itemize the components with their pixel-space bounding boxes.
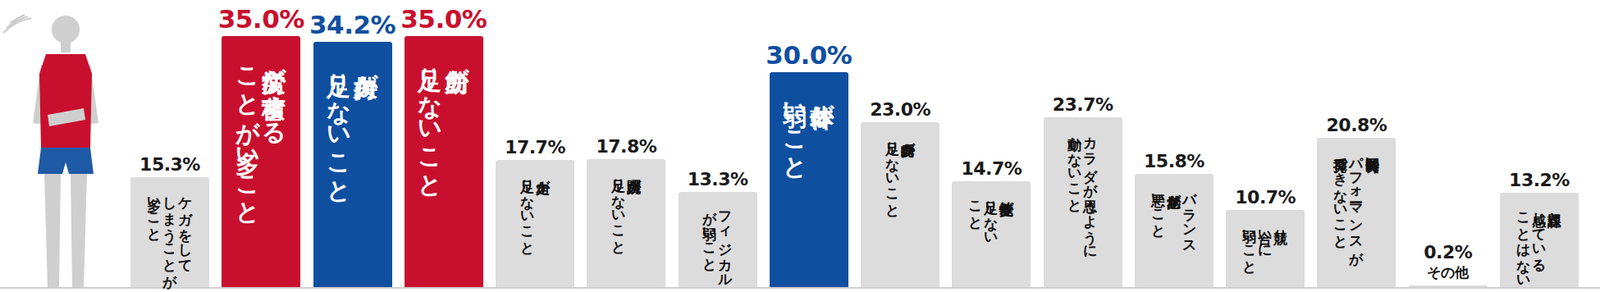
category-label: バランス 感覚が 悪いこと	[1150, 183, 1198, 247]
category-label: フィジカル が弱いこと	[702, 201, 734, 281]
head	[51, 15, 80, 44]
swoosh	[3, 14, 32, 33]
category-label: 長時間良い パフォーマンスが 発揮できないこと	[1333, 147, 1381, 258]
category-label: 課題と 感じている ことはない	[1515, 202, 1563, 281]
arms-front	[47, 108, 86, 127]
data-label: 17.8%	[595, 136, 657, 157]
data-label: 20.8%	[1326, 114, 1388, 136]
data-label: 10.7%	[1234, 187, 1296, 208]
data-label: 23.7%	[1052, 94, 1114, 115]
category-label: その他	[1426, 265, 1469, 281]
category-label: 競り 合いに 弱いこと	[1242, 219, 1290, 267]
shirt	[39, 54, 92, 148]
category-label: 跳躍力が 足りないこと	[610, 169, 642, 247]
data-label: 13.3%	[687, 169, 749, 190]
category-label: 筋力が 足りないこと	[416, 50, 471, 187]
category-label: 持久力が 足りないこと	[325, 56, 380, 192]
neck	[60, 41, 71, 53]
chart-root: ケガをして しまうことが 多いこと 15.3% 疲労が蓄積する ことが多いこと 35.…	[0, 0, 1600, 292]
data-label: 17.7%	[504, 137, 566, 158]
data-label: 13.2%	[1508, 169, 1570, 191]
athlete-figure	[0, 0, 115, 292]
category-label: ケガをして しまうことが 多いこと	[146, 187, 193, 281]
category-label: 疲労が蓄積する ことが多いこと	[234, 50, 288, 214]
data-label: 30.0%	[765, 40, 852, 70]
legs	[44, 173, 87, 289]
data-label: 34.2%	[309, 9, 396, 40]
category-label: カラダが思うように 動かないこと	[1067, 127, 1099, 252]
data-label: 35.0%	[400, 4, 487, 34]
category-label: 瞬発力が 足りないこと	[884, 132, 916, 211]
data-label: 14.7%	[960, 158, 1022, 179]
category-label: 体幹が 弱いこと	[781, 86, 836, 169]
category-label: 走力が 足りないこと	[519, 169, 551, 248]
data-label: 35.0%	[218, 4, 305, 34]
shorts	[37, 147, 94, 174]
category-label: 敏捷性が 足りない こと	[968, 191, 1015, 238]
data-label: 15.8%	[1143, 150, 1205, 172]
data-label: 15.3%	[139, 154, 201, 175]
data-label: 0.2%	[1423, 242, 1472, 263]
data-label: 23.0%	[869, 99, 931, 120]
baseline	[0, 287, 1600, 289]
